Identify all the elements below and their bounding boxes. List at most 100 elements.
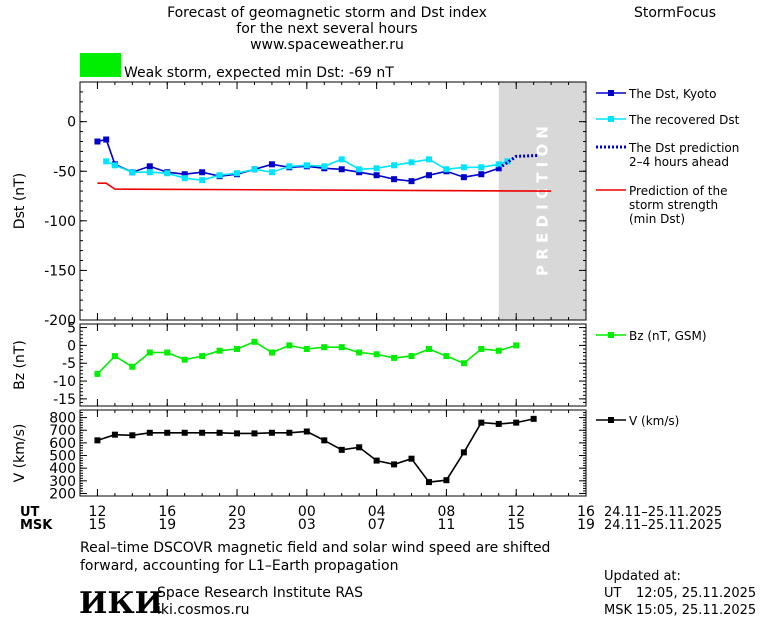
legend-label: V (km/s)	[629, 414, 679, 428]
institute-url[interactable]: iki.cosmos.ru	[157, 602, 249, 618]
data-point	[181, 356, 188, 363]
msk-date-range: 24.11–25.11.2025	[604, 518, 722, 533]
y-tick-label: 300	[49, 474, 76, 490]
data-point	[495, 420, 502, 427]
legend-label: The Dst prediction	[628, 141, 739, 155]
data-point	[181, 171, 188, 178]
ut-axis-label: UT	[20, 505, 40, 520]
data-point	[391, 461, 398, 468]
data-point	[303, 162, 310, 169]
y-tick-label: -200	[44, 313, 76, 329]
msk-tick-label: 23	[228, 517, 246, 533]
data-point	[495, 161, 502, 168]
data-point	[199, 353, 206, 360]
data-point	[146, 169, 153, 176]
y-tick-label: 0	[67, 115, 76, 131]
data-point	[391, 354, 398, 361]
data-point	[103, 136, 110, 143]
data-point	[408, 178, 415, 185]
data-point	[425, 156, 432, 163]
data-point	[94, 437, 101, 444]
data-point	[443, 353, 450, 360]
website-link[interactable]: www.spaceweather.ru	[250, 37, 404, 53]
data-point	[216, 172, 223, 179]
y-tick-label: -50	[53, 164, 76, 180]
ut-tick-label: 12	[507, 504, 525, 520]
data-point	[321, 437, 328, 444]
data-point	[443, 166, 450, 173]
data-point	[408, 455, 415, 462]
ut-tick-label: 16	[577, 504, 595, 520]
legend-marker	[608, 417, 614, 423]
data-point	[181, 429, 188, 436]
institute-name: Space Research Institute RAS	[157, 585, 363, 601]
chart-panel-2: 50 -5 -10 -15 Bz (nT)	[12, 321, 587, 408]
data-point	[356, 444, 363, 451]
data-point	[513, 342, 520, 349]
y-tick-label: 800	[49, 411, 76, 427]
data-point	[495, 347, 502, 354]
data-point	[338, 156, 345, 163]
legend-label: Bz (nT, GSM)	[629, 329, 707, 343]
prediction-band	[498, 82, 586, 320]
msk-tick-label: 07	[368, 517, 386, 533]
data-point	[251, 338, 258, 345]
y-tick-label: -15	[53, 392, 76, 408]
updated-ut-label: UT	[604, 586, 622, 601]
y-tick-label: -10	[53, 374, 76, 390]
data-point	[373, 351, 380, 358]
y-tick-label: 0	[67, 338, 76, 354]
data-point	[268, 161, 275, 168]
data-point	[303, 345, 310, 352]
data-point	[286, 163, 293, 170]
data-point	[111, 431, 118, 438]
storm-level-swatch	[80, 53, 121, 77]
series-line-0-3	[97, 182, 552, 192]
data-point	[425, 479, 432, 486]
data-point	[286, 342, 293, 349]
data-point	[234, 170, 241, 177]
data-point	[478, 419, 485, 426]
data-point	[478, 164, 485, 171]
data-point	[199, 429, 206, 436]
series-line-2-0	[97, 418, 534, 483]
data-point	[460, 174, 467, 181]
data-point	[478, 345, 485, 352]
y-tick-label: -5	[62, 356, 76, 372]
msk-tick-label: 03	[298, 517, 316, 533]
data-point	[460, 449, 467, 456]
series-line-0-2	[497, 153, 539, 170]
data-point	[408, 353, 415, 360]
data-point	[338, 446, 345, 453]
data-point	[129, 363, 136, 370]
series-line-0-0	[97, 138, 500, 183]
y-tick-label: -100	[44, 214, 76, 230]
legend-marker	[608, 90, 614, 96]
data-point	[146, 349, 153, 356]
data-point	[373, 457, 380, 464]
data-point	[495, 165, 502, 172]
data-point	[321, 344, 328, 351]
data-point	[286, 429, 293, 436]
data-point	[478, 171, 485, 178]
data-point	[216, 429, 223, 436]
y-tick-label: 500	[49, 449, 76, 465]
msk-tick-label: 19	[158, 517, 176, 533]
legend-label: The recovered Dst	[628, 113, 740, 127]
data-point	[425, 172, 432, 179]
data-point	[460, 360, 467, 367]
data-point	[356, 349, 363, 356]
title-line1: Forecast of geomagnetic storm and Dst in…	[167, 5, 487, 21]
legend-label: The Dst, Kyoto	[628, 87, 716, 101]
ut-tick-label: 12	[89, 504, 107, 520]
ut-tick-label: 00	[298, 504, 316, 520]
data-point	[338, 166, 345, 173]
data-point	[164, 429, 171, 436]
y-axis-label: V (km/s)	[12, 424, 28, 483]
data-point	[129, 432, 136, 439]
data-point	[94, 370, 101, 377]
title-line2: for the next several hours	[236, 21, 417, 37]
msk-tick-label: 15	[507, 517, 525, 533]
data-point	[146, 429, 153, 436]
